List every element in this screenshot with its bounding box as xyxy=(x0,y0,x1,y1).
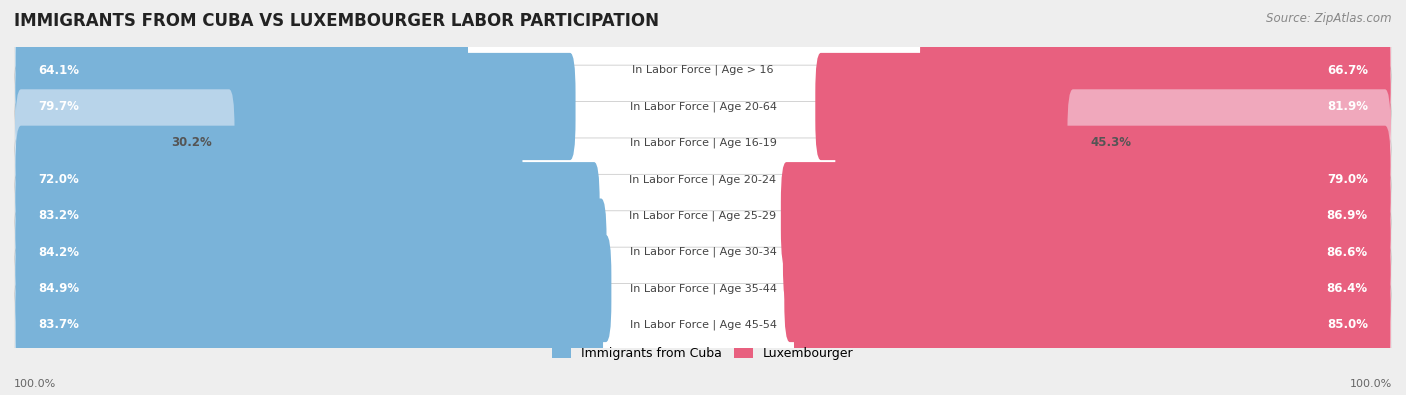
FancyBboxPatch shape xyxy=(15,271,603,378)
Text: 30.2%: 30.2% xyxy=(172,136,212,149)
FancyBboxPatch shape xyxy=(920,17,1391,124)
Text: 72.0%: 72.0% xyxy=(38,173,79,186)
FancyBboxPatch shape xyxy=(783,199,1391,306)
FancyBboxPatch shape xyxy=(1067,89,1391,196)
FancyBboxPatch shape xyxy=(15,126,523,233)
Text: 83.7%: 83.7% xyxy=(38,318,79,331)
FancyBboxPatch shape xyxy=(14,29,1392,111)
FancyBboxPatch shape xyxy=(14,138,1392,221)
Text: 86.4%: 86.4% xyxy=(1327,282,1368,295)
Text: In Labor Force | Age 35-44: In Labor Force | Age 35-44 xyxy=(630,283,776,294)
Text: 64.1%: 64.1% xyxy=(38,64,79,77)
FancyBboxPatch shape xyxy=(794,271,1391,378)
FancyBboxPatch shape xyxy=(15,89,235,196)
Text: In Labor Force | Age 25-29: In Labor Force | Age 25-29 xyxy=(630,211,776,221)
FancyBboxPatch shape xyxy=(785,235,1391,342)
FancyBboxPatch shape xyxy=(15,235,612,342)
Text: 86.6%: 86.6% xyxy=(1327,246,1368,259)
FancyBboxPatch shape xyxy=(14,211,1392,293)
FancyBboxPatch shape xyxy=(780,162,1391,269)
FancyBboxPatch shape xyxy=(815,53,1391,160)
FancyBboxPatch shape xyxy=(15,199,606,306)
Text: 79.0%: 79.0% xyxy=(1327,173,1368,186)
Text: 45.3%: 45.3% xyxy=(1090,136,1132,149)
Text: In Labor Force | Age 16-19: In Labor Force | Age 16-19 xyxy=(630,137,776,148)
Text: 100.0%: 100.0% xyxy=(14,379,56,389)
FancyBboxPatch shape xyxy=(14,65,1392,148)
Text: In Labor Force | Age > 16: In Labor Force | Age > 16 xyxy=(633,65,773,75)
FancyBboxPatch shape xyxy=(835,126,1391,233)
FancyBboxPatch shape xyxy=(14,284,1392,366)
Text: 85.0%: 85.0% xyxy=(1327,318,1368,331)
Text: 86.9%: 86.9% xyxy=(1327,209,1368,222)
Text: 66.7%: 66.7% xyxy=(1327,64,1368,77)
FancyBboxPatch shape xyxy=(15,162,599,269)
Text: 84.2%: 84.2% xyxy=(38,246,79,259)
Text: In Labor Force | Age 30-34: In Labor Force | Age 30-34 xyxy=(630,247,776,258)
Legend: Immigrants from Cuba, Luxembourger: Immigrants from Cuba, Luxembourger xyxy=(547,342,859,365)
Text: 79.7%: 79.7% xyxy=(38,100,79,113)
Text: Source: ZipAtlas.com: Source: ZipAtlas.com xyxy=(1267,12,1392,25)
Text: 84.9%: 84.9% xyxy=(38,282,79,295)
Text: 100.0%: 100.0% xyxy=(1350,379,1392,389)
Text: 81.9%: 81.9% xyxy=(1327,100,1368,113)
Text: 83.2%: 83.2% xyxy=(38,209,79,222)
FancyBboxPatch shape xyxy=(14,102,1392,184)
Text: In Labor Force | Age 45-54: In Labor Force | Age 45-54 xyxy=(630,320,776,330)
FancyBboxPatch shape xyxy=(14,174,1392,257)
Text: In Labor Force | Age 20-64: In Labor Force | Age 20-64 xyxy=(630,101,776,112)
FancyBboxPatch shape xyxy=(15,53,575,160)
FancyBboxPatch shape xyxy=(14,247,1392,330)
Text: In Labor Force | Age 20-24: In Labor Force | Age 20-24 xyxy=(630,174,776,184)
Text: IMMIGRANTS FROM CUBA VS LUXEMBOURGER LABOR PARTICIPATION: IMMIGRANTS FROM CUBA VS LUXEMBOURGER LAB… xyxy=(14,12,659,30)
FancyBboxPatch shape xyxy=(15,17,468,124)
